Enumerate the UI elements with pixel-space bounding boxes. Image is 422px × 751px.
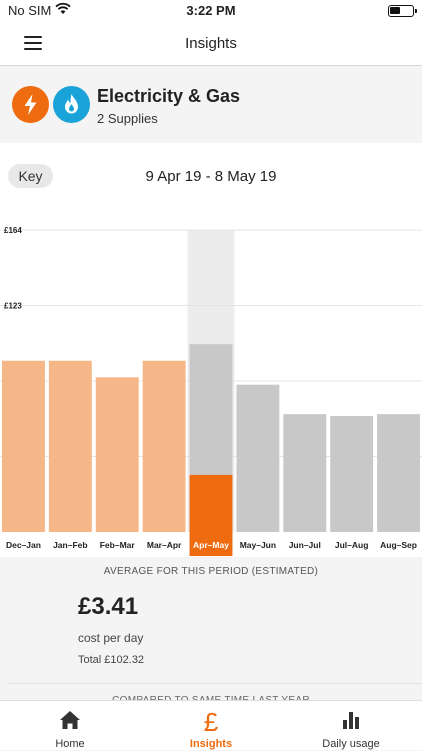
cost-per-day-value: £3.41: [78, 593, 139, 620]
wifi-icon: [55, 2, 71, 18]
bar-actual: [2, 360, 45, 532]
supply-title: Electricity & Gas: [97, 86, 241, 106]
tab-home[interactable]: Home: [0, 701, 140, 751]
bar-actual: [189, 474, 233, 532]
key-button[interactable]: Key: [8, 164, 53, 188]
usage-bar-chart: £41£82£123£164Dec–JanJan–FebFeb–MarMar–A…: [0, 226, 422, 556]
x-category-label: Jun–Jul: [289, 540, 321, 550]
bar-estimated: [283, 414, 327, 532]
supply-summary[interactable]: Electricity & Gas 2 Supplies: [0, 67, 422, 143]
bar-estimated: [330, 415, 374, 532]
divider: [8, 683, 422, 684]
page-title: Insights: [185, 35, 237, 52]
tab-insights[interactable]: £ Insights: [141, 701, 281, 751]
comparison-heading: COMPARED TO SAME TIME LAST YEAR: [0, 694, 422, 700]
tab-label: Home: [55, 738, 85, 750]
total-cost: Total £102.32: [78, 654, 145, 666]
bar-estimated: [236, 384, 280, 532]
x-category-label: Feb–Mar: [100, 540, 136, 550]
gas-flame-icon: [53, 86, 90, 123]
battery-icon: [388, 5, 417, 17]
bar-actual: [142, 360, 186, 532]
pound-icon: £: [141, 707, 281, 737]
tab-label: Daily usage: [322, 738, 380, 750]
x-category-label: Aug–Sep: [380, 540, 417, 550]
clock: 3:22 PM: [186, 3, 236, 18]
x-category-label: Dec–Jan: [6, 540, 41, 550]
tab-daily-usage[interactable]: Daily usage: [281, 701, 421, 751]
summary-heading: AVERAGE FOR THIS PERIOD (ESTIMATED): [103, 566, 319, 577]
selected-label-background: [189, 532, 233, 556]
bar-estimated: [377, 414, 420, 532]
tab-bar: Home £ Insights Daily usage: [0, 700, 422, 750]
x-category-label: Jul–Aug: [335, 540, 369, 550]
x-category-label: Apr–May: [193, 540, 229, 550]
x-category-label: Jan–Feb: [53, 540, 88, 550]
cost-per-day-label: cost per day: [78, 631, 144, 645]
y-tick-label: £164: [4, 226, 22, 235]
electricity-icon: [12, 86, 49, 123]
bar-actual: [48, 360, 92, 532]
x-category-label: May–Jun: [240, 540, 276, 550]
carrier-label: No SIM: [8, 3, 52, 18]
svg-text:£: £: [204, 709, 219, 735]
period-label: 9 Apr 19 - 8 May 19: [145, 168, 277, 185]
bar-chart-icon: [281, 709, 421, 731]
tab-label: Insights: [189, 738, 233, 750]
menu-icon[interactable]: [24, 36, 42, 50]
app-header: Insights: [0, 22, 422, 66]
x-category-label: Mar–Apr: [147, 540, 182, 550]
supply-count: 2 Supplies: [97, 111, 158, 126]
usage-chart-panel: Key 9 Apr 19 - 8 May 19 £41£82£123£164De…: [0, 143, 422, 557]
status-bar: No SIM 3:22 PM: [0, 0, 422, 22]
home-icon: [0, 709, 140, 731]
y-tick-label: £123: [4, 302, 22, 311]
period-summary: AVERAGE FOR THIS PERIOD (ESTIMATED) £3.4…: [0, 557, 422, 700]
bar-actual: [95, 377, 139, 532]
